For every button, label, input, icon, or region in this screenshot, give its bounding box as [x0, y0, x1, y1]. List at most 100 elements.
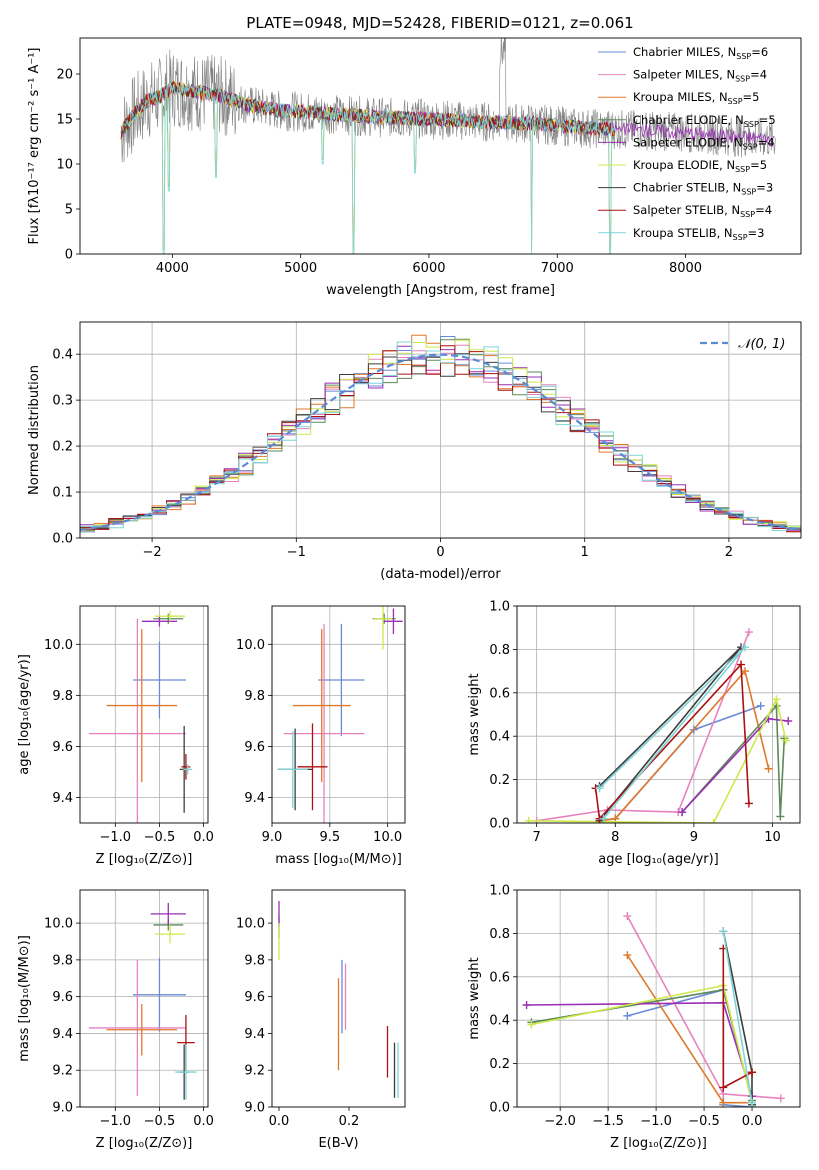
weight-series: [524, 695, 790, 823]
y-tick-label: 10.0: [236, 917, 265, 932]
weight-series: [623, 951, 757, 1107]
x-tick-label: 2: [725, 545, 733, 560]
x-tick-label: −1.0: [100, 830, 132, 845]
y-axis-label: mass [log₁₀(M/M⊙)]: [17, 935, 32, 1062]
x-tick-label: 5000: [284, 261, 317, 276]
errorbar-point: [155, 611, 186, 622]
x-tick-label: 0.0: [742, 1114, 763, 1129]
x-tick-label: 7000: [541, 261, 574, 276]
x-tick-label: 7: [533, 830, 541, 845]
y-tick-label: 9.6: [244, 740, 265, 755]
plot-area: [277, 606, 403, 823]
series-marker: [744, 799, 753, 808]
series-line: [531, 988, 753, 1101]
errorbar-point: [373, 606, 393, 650]
series-marker: [719, 1098, 728, 1107]
y-tick-label: 0.4: [489, 730, 510, 745]
series-marker: [764, 764, 773, 773]
legend-value: =5: [750, 158, 767, 172]
model-spectrum: [120, 81, 616, 250]
weight-series: [719, 927, 757, 1107]
series-marker: [709, 819, 718, 823]
legend-subscript: SSP: [735, 75, 750, 84]
y-tick-label: 5: [65, 203, 73, 218]
errorbar-point: [106, 1004, 178, 1056]
x-axis-label: (data-model)/error: [380, 567, 501, 582]
x-tick-label: 0.0: [193, 1114, 214, 1129]
series-marker: [740, 667, 749, 676]
series-marker: [678, 808, 687, 817]
y-axis-label: Flux [fλ10⁻¹⁷ erg cm⁻² s⁻¹ A⁻¹]: [27, 48, 42, 245]
x-axis-label: wavelength [Angstrom, rest frame]: [326, 283, 555, 298]
panel-residuals: −2 −1 0 1 2 0.0 0.1 0.2 0.3 0.4 (data-model)/error…: [27, 321, 802, 582]
series-line: [594, 662, 750, 821]
axes-frame: [79, 605, 209, 824]
legend-label: Chabrier STELIB, NSSP=3: [633, 181, 773, 197]
x-tick-label: 9.5: [319, 830, 340, 845]
series-marker: [599, 814, 608, 823]
legend-value: =3: [756, 181, 773, 195]
y-tick-label: 9.8: [244, 689, 265, 704]
series-marker: [781, 736, 790, 745]
normal-curve: [80, 353, 801, 531]
errorbar-point: [132, 958, 186, 1032]
y-tick-label: 0.2: [52, 440, 73, 455]
x-tick-label: 10.0: [373, 830, 402, 845]
errorbar-point: [384, 608, 403, 635]
x-tick-label: −1: [287, 545, 306, 560]
y-tick-label: 9.4: [52, 791, 73, 806]
observed-spectrum: [120, 38, 776, 163]
x-tick-label: 9: [690, 830, 698, 845]
x-tick-label: −1.0: [640, 1114, 672, 1129]
legend-subscript: SSP: [735, 165, 750, 174]
model-spectrum: [120, 83, 775, 147]
series-marker: [784, 717, 793, 726]
errorbar-point: [150, 902, 186, 925]
weight-series: [522, 998, 757, 1101]
y-tick-label: 0.0: [489, 817, 510, 832]
errorbar-point: [153, 613, 184, 624]
y-tick-label: 9.6: [244, 990, 265, 1005]
axes-frame: [79, 321, 802, 539]
series-line: [536, 631, 750, 822]
x-tick-label: 9.0: [262, 830, 283, 845]
y-tick-label: 9.8: [52, 689, 73, 704]
series-marker: [522, 1001, 531, 1010]
plot-area: [120, 38, 776, 254]
x-tick-label: 4000: [156, 261, 189, 276]
x-axis-label: Z [log₁₀(Z/Z⊙)]: [96, 852, 193, 867]
series-marker: [737, 660, 746, 669]
panel-mass_vs_Z: −1.0 −0.5 0.0 9.0 9.2 9.4 9.6 9.8 10.0 Z [log₁₀(Z…: [17, 889, 214, 1151]
y-tick-label: 9.8: [52, 953, 73, 968]
y-tick-label: 0.4: [52, 348, 73, 363]
x-tick-label: 0.2: [339, 1114, 360, 1129]
errorbar-point: [183, 764, 193, 775]
y-tick-label: 9.4: [244, 1027, 265, 1042]
y-tick-label: 9.6: [52, 990, 73, 1005]
series-marker: [595, 784, 604, 793]
x-tick-label: 0.0: [193, 830, 214, 845]
y-tick-label: 0.8: [489, 643, 510, 658]
series-marker: [623, 951, 632, 960]
errorbar-point: [277, 731, 308, 808]
series-marker: [623, 912, 632, 921]
y-tick-label: 1.0: [489, 884, 510, 899]
legend-subscript: SSP: [743, 142, 758, 151]
y-tick-label: 0.2: [489, 1057, 510, 1072]
y-tick-label: 0.3: [52, 394, 73, 409]
panel-age_vs_Z: −1.0 −0.5 0.0 9.4 9.6 9.8 10.0 Z [log₁₀(Z/Z⊙)] a…: [17, 605, 214, 867]
panel-mass_vs_ebv: 0.0 0.2 9.0 9.2 9.4 9.6 9.8 10.0 E(B-V): [236, 889, 406, 1151]
legend-label: Kroupa STELIB, NSSP=3: [633, 226, 764, 242]
y-tick-label: 0.1: [52, 486, 73, 501]
series-marker: [748, 1103, 757, 1107]
model-spectrum: [120, 80, 616, 250]
series-marker: [623, 1011, 632, 1020]
legend: 𝒩(0, 1): [700, 337, 785, 352]
errorbar-point: [283, 623, 365, 823]
x-axis-label: Z [log₁₀(Z/Z⊙)]: [96, 1136, 193, 1151]
y-tick-label: 10.0: [44, 917, 73, 932]
series-line: [681, 703, 786, 817]
plot-area: [88, 611, 193, 823]
legend-label: 𝒩(0, 1): [738, 337, 785, 352]
series-line: [627, 988, 753, 1107]
